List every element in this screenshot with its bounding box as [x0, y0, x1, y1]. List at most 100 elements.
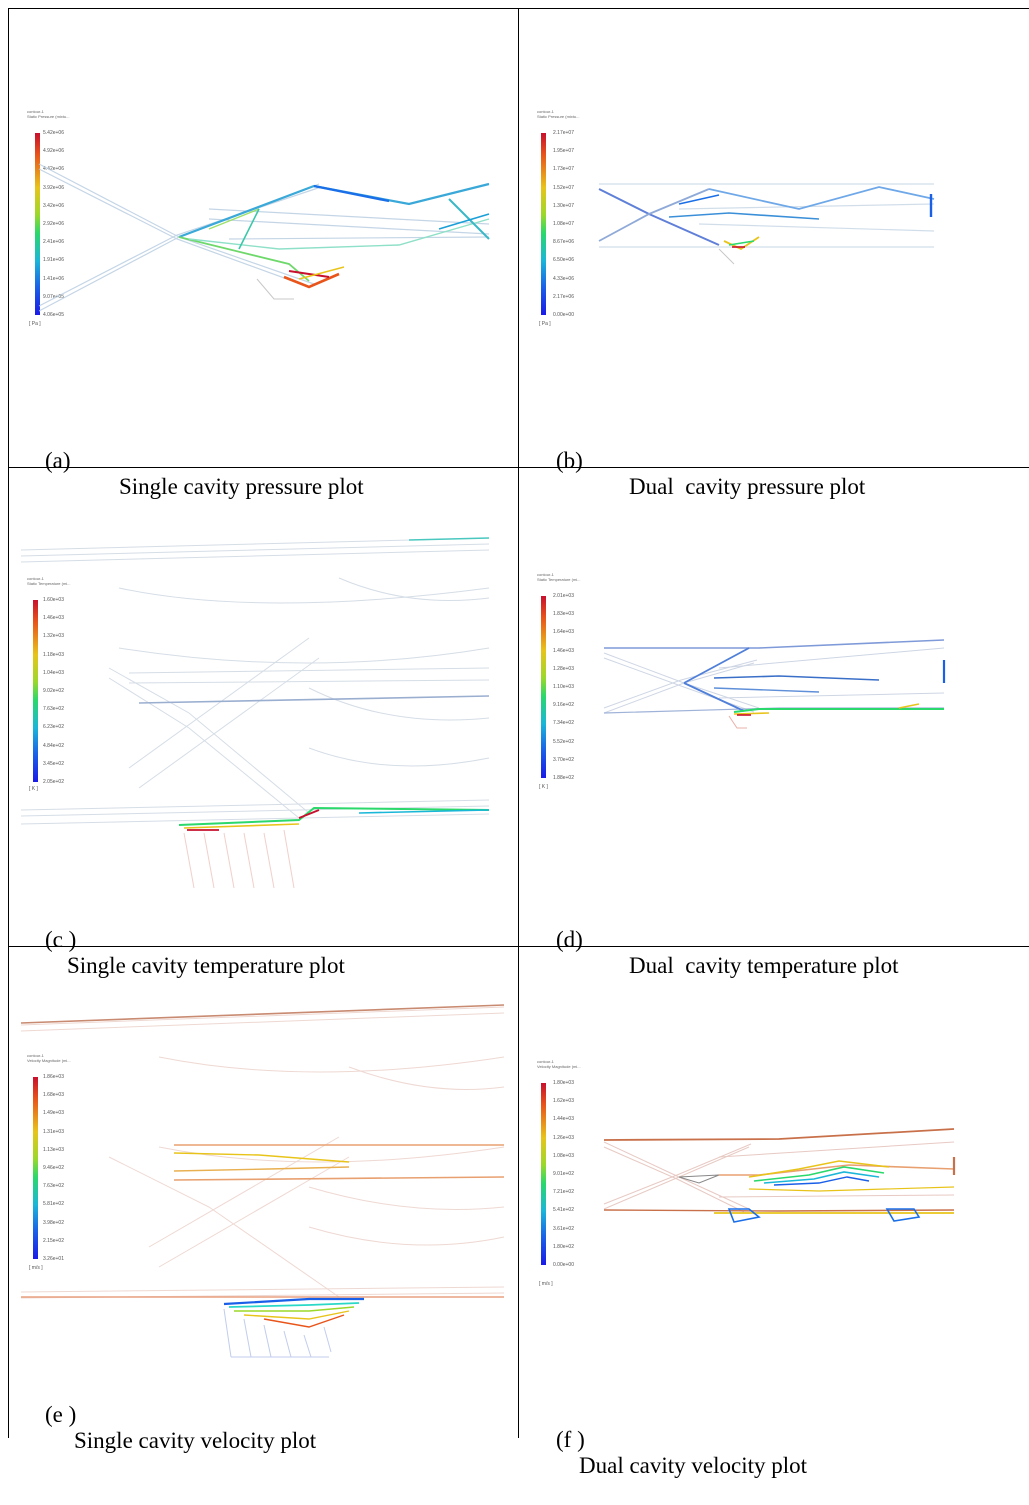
contour-plot-c: [20, 537, 490, 889]
legend-tick-label: 1.08e+07: [553, 221, 574, 227]
legend-tick-label: 9.46e+02: [43, 1165, 64, 1171]
caption-f: (f ) Dual cavity velocity plot: [533, 1401, 807, 1505]
legend-tick-label: 3.92e+06: [43, 184, 64, 191]
legend-tick-label: 0.00e+00: [553, 312, 574, 318]
legend-tick-label: 7.63e+02: [43, 1183, 64, 1190]
legend-tick-label: 1.10e+03: [553, 684, 574, 690]
legend-tick-label: 1.44e+03: [553, 1116, 574, 1123]
legend-e: contour-1 Velocity Magnitude (mi... 1.86…: [27, 1053, 107, 1293]
caption-c: (c ) Single cavity temperature plot: [22, 901, 345, 1005]
legend-tick-label: 2.92e+06: [43, 221, 64, 227]
legend-tick-label: 1.95e+07: [553, 148, 574, 155]
panel-b: contour-1 Static Pressure (mixtu... 2.17…: [519, 9, 1029, 499]
caption-text: Single cavity pressure plot: [119, 474, 364, 499]
legend-tick-label: 4.84e+02: [43, 742, 64, 749]
colorbar: [33, 1077, 38, 1259]
legend-tick-label: 1.28e+03: [553, 665, 574, 672]
legend-tick-label: 1.13e+03: [43, 1146, 64, 1153]
legend-tick-label: 1.86e+03: [43, 1074, 64, 1080]
legend-tick-label: 1.46e+03: [553, 647, 574, 654]
legend-tick-label: 1.46e+03: [43, 615, 64, 622]
legend-header: contour-1: [537, 109, 554, 114]
caption-b: (b) Dual cavity pressure plot: [533, 422, 865, 526]
legend-unit: [ m/s ]: [29, 1265, 43, 1271]
legend-b: contour-1 Static Pressure (mixtu... 2.17…: [537, 109, 617, 349]
legend-tick-label: 2.01e+03: [553, 593, 574, 599]
legend-tick-label: 1.60e+03: [43, 597, 64, 603]
colorbar: [35, 133, 40, 315]
caption-tag: (b): [556, 448, 583, 473]
legend-tick-label: 5.42e+06: [43, 130, 64, 136]
colorbar: [541, 1083, 546, 1265]
panel-f: contour-1 Velocity Magnitude (mi... 1.80…: [519, 947, 1029, 1478]
legend-tick-label: 6.23e+02: [43, 724, 64, 731]
contour-plot-f: [603, 1128, 956, 1223]
legend-tick-label: 2.17e+07: [553, 130, 574, 136]
table-border-left: [8, 8, 9, 1438]
panel-c: contour-1 Static Temperature (mi... 1.60…: [9, 468, 518, 978]
panel-a: contour-1 Static Pressure (mixtu... 5.42…: [9, 9, 518, 499]
legend-tick-label: 1.91e+06: [43, 257, 64, 264]
legend-tick-label: 6.50e+06: [553, 257, 574, 264]
caption-d: (d) Dual cavity temperature plot: [533, 901, 899, 1005]
contour-plot-b: [598, 183, 935, 265]
legend-tick-label: 1.30e+07: [553, 202, 574, 209]
legend-header: contour-1: [537, 1059, 554, 1064]
legend-tick-label: 1.68e+03: [43, 1092, 64, 1099]
legend-tick-label: 1.04e+03: [43, 669, 64, 676]
contour-plot-a: [38, 163, 490, 312]
legend-tick-label: 1.49e+03: [43, 1110, 64, 1117]
legend-tick-label: 1.88e+02: [553, 775, 574, 781]
legend-tick-label: 3.70e+02: [553, 756, 574, 763]
caption-a: (a) Single cavity pressure plot: [22, 422, 364, 526]
legend-tick-label: 1.80e+02: [553, 1243, 574, 1250]
legend-tick-label: 7.63e+02: [43, 706, 64, 713]
legend-tick-label: 7.21e+02: [553, 1189, 574, 1196]
legend-unit: [ K ]: [29, 786, 38, 792]
colorbar: [541, 133, 546, 315]
legend-variable: Velocity Magnitude (mi...: [537, 1064, 581, 1069]
legend-variable: Static Temperature (mi...: [537, 577, 581, 582]
legend-tick-label: 4.92e+06: [43, 148, 64, 155]
legend-unit: [ m/s ]: [539, 1281, 553, 1287]
legend-tick-label: 3.45e+02: [43, 760, 64, 767]
legend-f: contour-1 Velocity Magnitude (mi... 1.80…: [537, 1059, 617, 1299]
legend-tick-label: 1.31e+03: [43, 1128, 64, 1135]
legend-tick-label: 1.41e+06: [43, 275, 64, 282]
legend-tick-label: 1.32e+03: [43, 633, 64, 640]
caption-text: Dual cavity velocity plot: [579, 1453, 808, 1478]
caption-text: Single cavity velocity plot: [74, 1428, 317, 1453]
legend-tick-label: 1.73e+07: [553, 166, 574, 173]
legend-tick-label: 3.98e+02: [43, 1219, 64, 1226]
legend-tick-label: 7.34e+02: [553, 720, 574, 727]
contour-plot-e: [20, 1004, 505, 1358]
legend-tick-label: 5.52e+02: [553, 738, 574, 745]
panel-e: contour-1 Velocity Magnitude (mi... 1.86…: [9, 947, 518, 1453]
legend-tick-label: 9.01e+02: [553, 1171, 574, 1177]
legend-a: contour-1 Static Pressure (mixtu... 5.42…: [27, 109, 107, 349]
panel-d: contour-1 Static Temperature (mi... 2.01…: [519, 468, 1029, 978]
legend-tick-label: 3.26e+01: [43, 1256, 64, 1262]
legend-unit: [ Pa ]: [29, 321, 41, 327]
legend-tick-label: 1.26e+03: [553, 1134, 574, 1141]
legend-tick-label: 1.52e+07: [553, 184, 574, 191]
legend-tick-label: 1.64e+03: [553, 629, 574, 636]
caption-tag: (f ): [556, 1427, 585, 1452]
legend-tick-label: 3.42e+06: [43, 202, 64, 209]
legend-tick-label: 9.02e+02: [43, 688, 64, 694]
legend-header: contour-1: [27, 576, 44, 581]
legend-tick-label: 1.62e+03: [553, 1098, 574, 1105]
caption-tag: (c ): [45, 927, 77, 952]
legend-tick-label: 4.42e+06: [43, 166, 64, 173]
legend-tick-label: 9.07e+05: [43, 293, 64, 300]
legend-c: contour-1 Static Temperature (mi... 1.60…: [27, 576, 107, 816]
legend-tick-label: 0.00e+00: [553, 1262, 574, 1268]
legend-header: contour-1: [537, 572, 554, 577]
legend-tick-label: 5.41e+02: [553, 1207, 574, 1214]
legend-tick-label: 1.80e+03: [553, 1080, 574, 1086]
legend-tick-label: 2.17e+06: [553, 293, 574, 300]
legend-tick-label: 3.61e+02: [553, 1225, 574, 1232]
legend-tick-label: 4.06e+05: [43, 312, 64, 318]
colorbar: [33, 600, 38, 782]
caption-text: Single cavity temperature plot: [67, 953, 345, 978]
